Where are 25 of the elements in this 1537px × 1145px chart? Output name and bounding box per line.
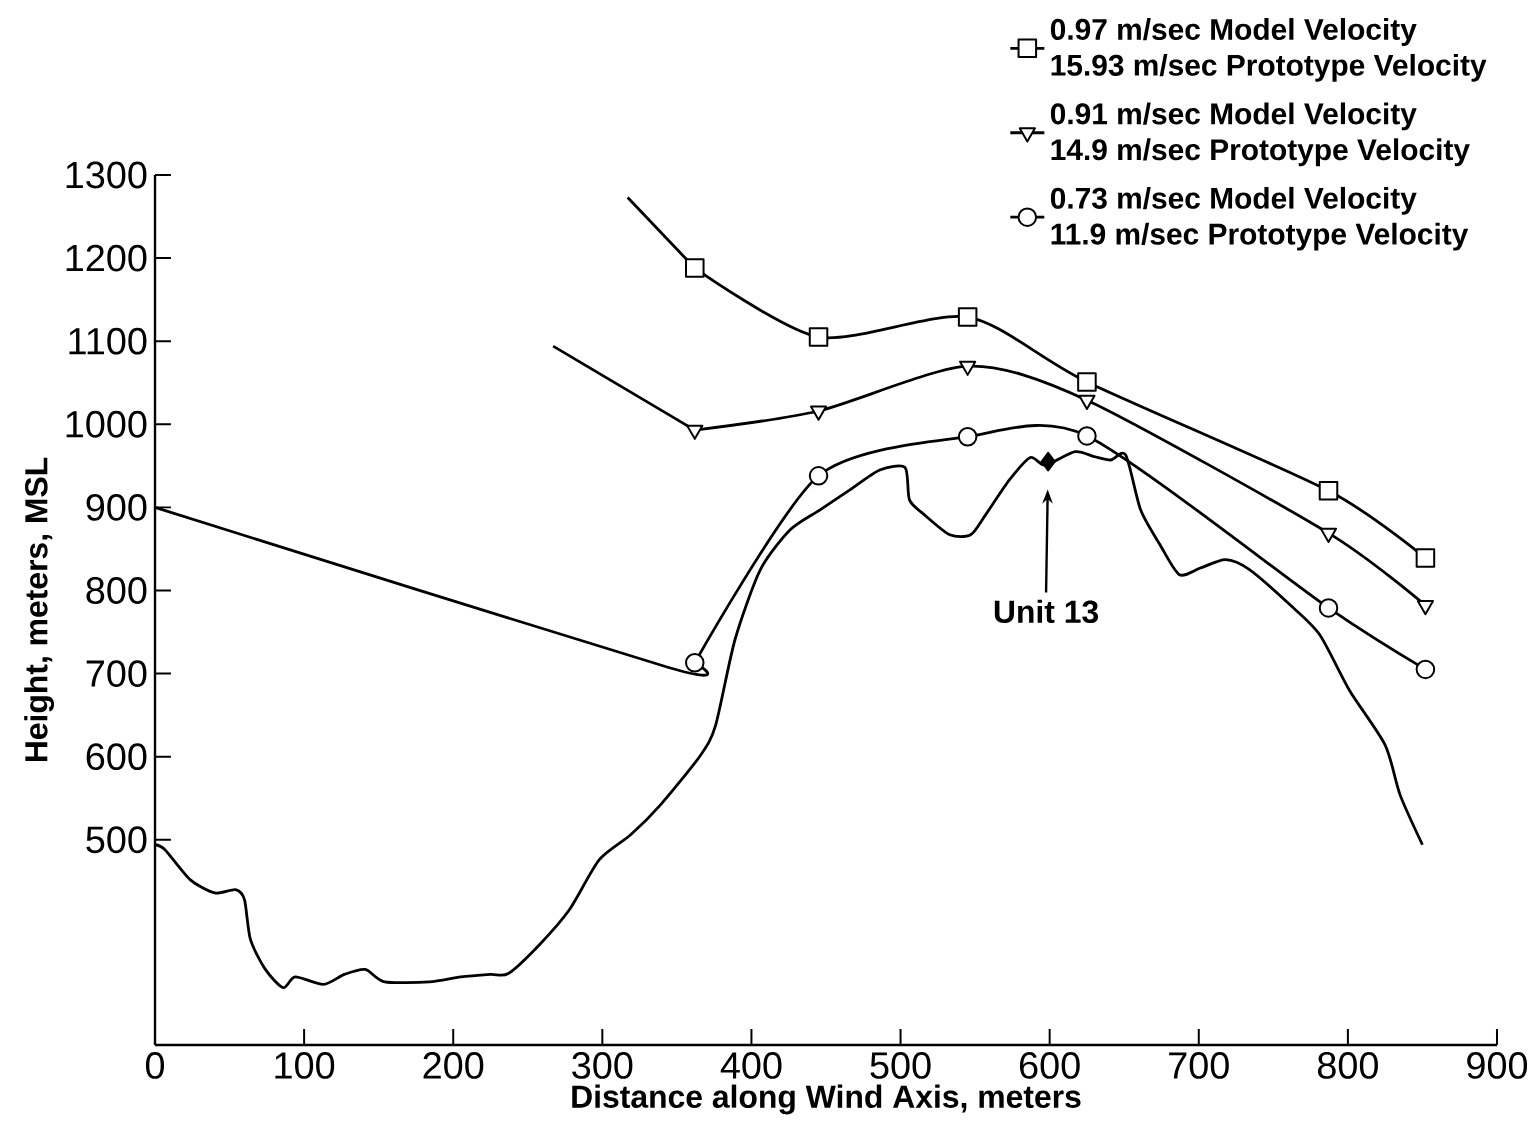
x-tick-label: 400 [720,1052,782,1079]
y-tick-label: 700 [86,660,147,687]
x-tick-label: 600 [1019,1052,1080,1079]
x-tick-label: 900 [1467,1052,1528,1079]
x-tick-label: 500 [870,1052,931,1079]
y-tick-label: 1300 [66,161,147,189]
annotation: Unit 13 [994,599,1099,624]
legend-label: 0.73 m/sec Model Velocity 11.9 m/sec Prototype Velocity [1050,186,1469,251]
y-tick-label: 1000 [66,410,147,438]
y-tick-label: 900 [86,493,147,521]
y-axis-title: Height, meters, MSL [24,457,55,762]
x-axis-title: Distance along Wind Axis, meters [572,1084,1081,1115]
y-tick-label: 800 [86,577,147,604]
y-tick-label: 600 [86,743,147,771]
y-tick-label: 1100 [69,327,147,355]
x-tick-label: 100 [275,1052,335,1079]
x-tick-label: 700 [1169,1052,1229,1079]
legend-label: 0.97 m/sec Model Velocity 15.93 m/sec Prototype Velocity [1050,18,1487,82]
y-tick-label: 500 [86,826,147,854]
legend-label: 0.91 m/sec Model Velocity 14.9 m/sec Prototype Velocity [1050,102,1470,167]
y-tick-label: 1200 [66,244,147,272]
x-tick-label: 0 [145,1052,165,1079]
x-tick-label: 200 [423,1052,484,1079]
x-tick-label: 300 [572,1052,633,1079]
x-tick-label: 800 [1317,1052,1378,1079]
